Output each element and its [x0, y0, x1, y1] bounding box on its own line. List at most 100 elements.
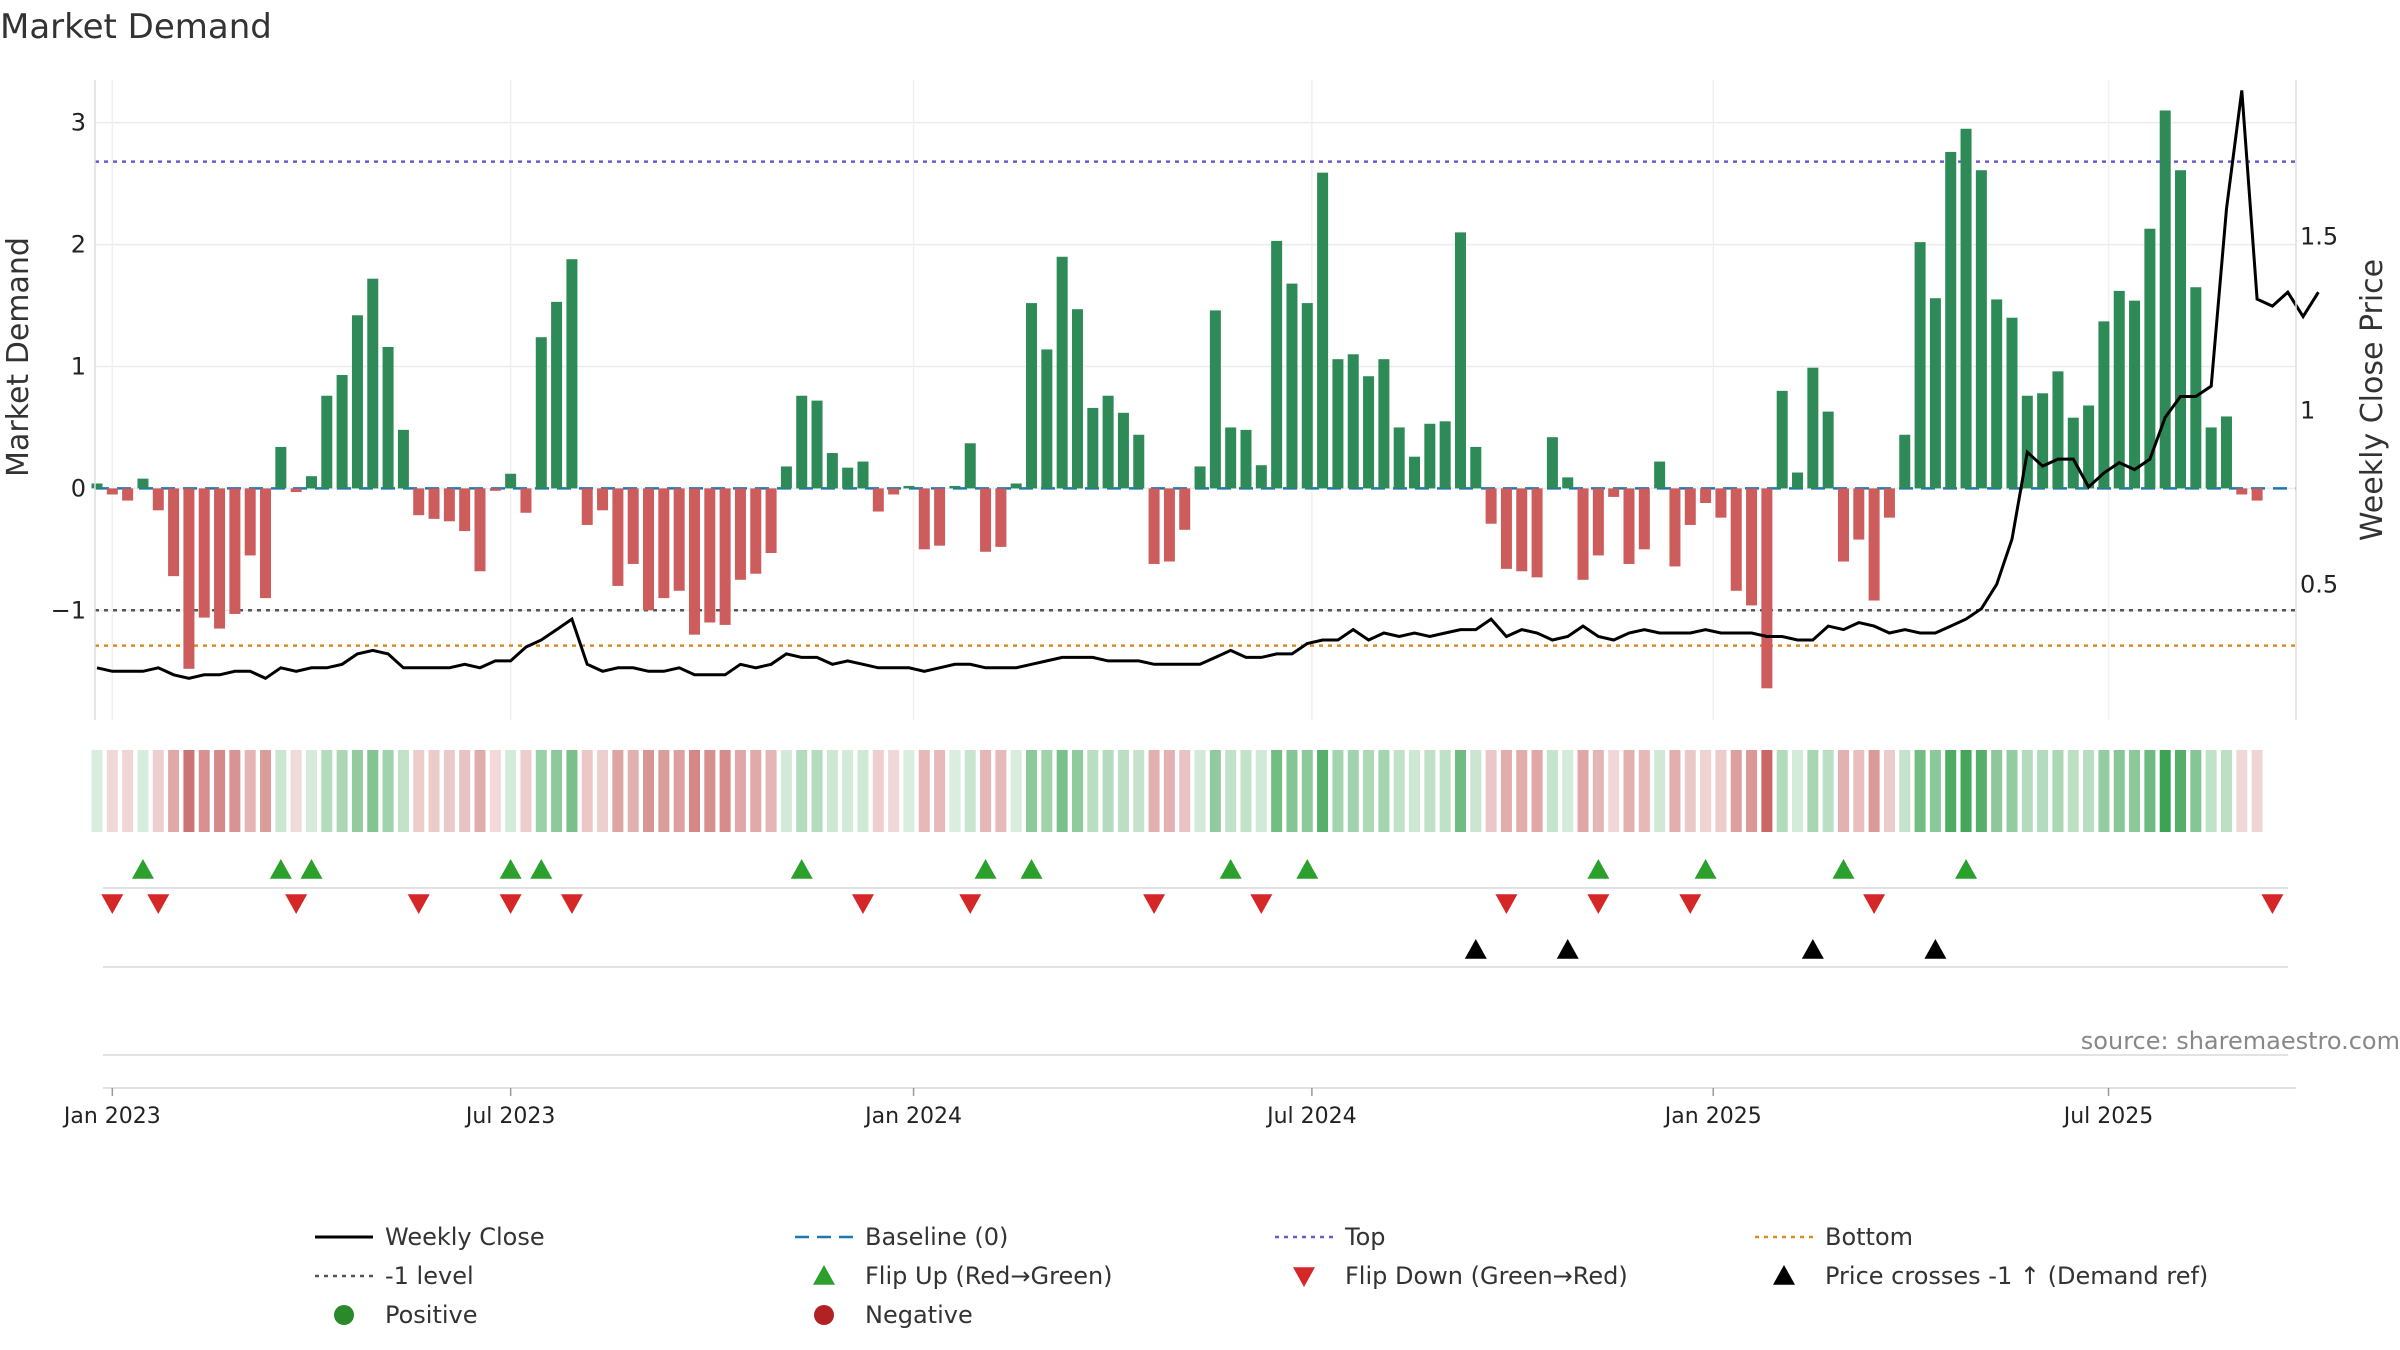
heat-cell	[1669, 750, 1681, 832]
negative-bar	[719, 488, 731, 625]
heat-cell	[780, 750, 792, 832]
heat-cell	[1117, 750, 1129, 832]
heat-cell	[382, 750, 394, 832]
positive-bar	[2175, 170, 2187, 489]
positive-bar	[1914, 242, 1926, 489]
positive-bar	[1363, 376, 1375, 489]
positive-bar	[1439, 421, 1451, 489]
heat-cell	[505, 750, 517, 832]
y2-tick-label: 1.5	[2300, 223, 2338, 251]
positive-bar	[1255, 465, 1267, 489]
positive-bar	[2037, 393, 2049, 489]
y-tick-label: 3	[71, 109, 86, 137]
heat-cell	[1409, 750, 1421, 832]
positive-bar	[1960, 128, 1972, 489]
legend-label: Bottom	[1825, 1223, 1913, 1251]
heat-cell	[2021, 750, 2033, 832]
heat-cell	[1837, 750, 1849, 832]
heat-cell	[1378, 750, 1390, 832]
legend-swatch-triangle	[1773, 1265, 1795, 1285]
positive-bar	[1899, 434, 1911, 489]
negative-bar	[1531, 488, 1543, 578]
positive-bar	[1546, 437, 1558, 489]
negative-bar	[443, 488, 455, 522]
heat-cell	[229, 750, 241, 832]
heat-cell	[1746, 750, 1758, 832]
negative-bar	[168, 488, 180, 577]
heat-cell	[872, 750, 884, 832]
heat-cell	[198, 750, 210, 832]
heat-cell	[260, 750, 272, 832]
heat-cell	[1194, 750, 1206, 832]
y-axis-label: Market Demand	[1, 237, 36, 477]
flip-down-marker	[147, 894, 170, 914]
heat-cell	[275, 750, 287, 832]
legend-swatch-circle	[334, 1305, 354, 1325]
positive-bar	[1776, 390, 1788, 489]
positive-bar	[566, 259, 578, 489]
heat-cell	[964, 750, 976, 832]
positive-bar	[2220, 416, 2232, 489]
heat-cell	[168, 750, 180, 832]
negative-bar	[1868, 488, 1880, 601]
heat-cell	[551, 750, 563, 832]
y-tick-label: 1	[71, 352, 86, 380]
negative-bar	[643, 488, 655, 611]
heat-cell	[1363, 750, 1375, 832]
flip-down-marker	[1143, 894, 1166, 914]
positive-bar	[1286, 283, 1298, 489]
heat-cell	[2190, 750, 2202, 832]
heat-cell	[2251, 750, 2263, 832]
heat-cell	[489, 750, 501, 832]
heat-cell	[1317, 750, 1329, 832]
positive-bar	[2098, 321, 2110, 489]
heat-cell	[1163, 750, 1175, 832]
heat-cell	[934, 750, 946, 832]
negative-bar	[1179, 488, 1191, 530]
flip-up-marker	[1020, 859, 1043, 879]
positive-bar	[351, 315, 363, 489]
flip-down-marker	[959, 894, 982, 914]
positive-bar	[2067, 417, 2079, 489]
negative-bar	[152, 488, 164, 511]
positive-bar	[2190, 287, 2202, 489]
negative-bar	[1592, 488, 1604, 556]
heat-cell	[1546, 750, 1558, 832]
flip-up-marker	[530, 859, 553, 879]
heat-cell	[1179, 750, 1191, 832]
legend-swatch-circle	[814, 1305, 834, 1325]
heat-cell	[1071, 750, 1083, 832]
flip-down-marker	[101, 894, 124, 914]
flip-up-marker	[300, 859, 323, 879]
heat-cell	[1286, 750, 1298, 832]
positive-bar	[903, 485, 915, 489]
heat-cell	[1531, 750, 1543, 832]
negative-bar	[1148, 488, 1160, 564]
heat-cell	[1148, 750, 1160, 832]
legend-label: -1 level	[385, 1262, 474, 1290]
negative-bar	[260, 488, 272, 599]
heat-cell	[1608, 750, 1620, 832]
negative-bar	[214, 488, 226, 629]
negative-bar	[1761, 488, 1773, 689]
heat-cell	[1945, 750, 1957, 832]
source-credit: source: sharemaestro.com	[2081, 1027, 2400, 1055]
positive-bar	[2159, 110, 2171, 489]
heat-cell	[336, 750, 348, 832]
heat-cell	[1056, 750, 1068, 832]
heat-cell	[1026, 750, 1038, 832]
positive-bar	[1332, 359, 1344, 489]
negative-bar	[1163, 488, 1175, 562]
positive-bar	[2083, 405, 2095, 489]
y2-tick-label: 1	[2300, 396, 2315, 424]
negative-bar	[597, 488, 609, 511]
heat-cell	[2098, 750, 2110, 832]
heat-cell	[2175, 750, 2187, 832]
heat-cell	[443, 750, 455, 832]
positive-bar	[857, 461, 869, 489]
heat-cell	[1853, 750, 1865, 832]
positive-bar	[2006, 317, 2018, 489]
heat-cell	[1562, 750, 1574, 832]
flip-up-marker	[499, 859, 522, 879]
heat-strip	[91, 750, 2263, 832]
